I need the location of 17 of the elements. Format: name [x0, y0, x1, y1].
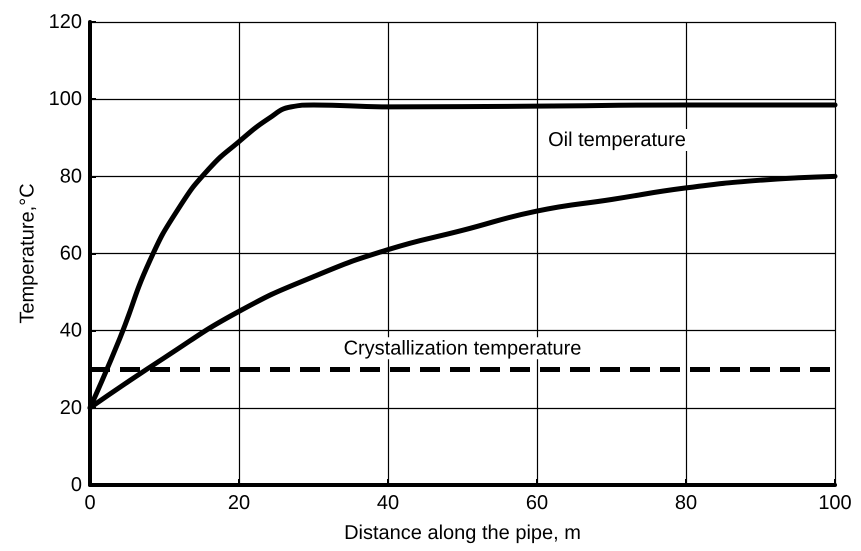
x-tick-label: 20 [228, 492, 250, 514]
y-axis-title: Temperature,°C [16, 183, 39, 324]
ref-line-label: Crystallization temperature [344, 337, 582, 360]
x-tick-label: 0 [84, 492, 96, 514]
y-tick-label: 0 [70, 474, 82, 496]
y-tick-label: 60 [60, 242, 82, 264]
annotation: Oil temperature [548, 129, 686, 151]
x-tick-label: 100 [818, 492, 852, 514]
y-tick-label: 40 [60, 320, 82, 342]
y-tick-label: 120 [48, 11, 82, 33]
x-tick-label: 40 [376, 492, 400, 514]
y-tick-label: 100 [48, 88, 82, 110]
x-tick-label: 80 [674, 492, 698, 514]
x-tick-label: 60 [526, 492, 548, 514]
y-tick-label: 80 [60, 165, 82, 188]
x-axis-title: Distance along the pipe, m [344, 522, 581, 544]
y-tick-label: 20 [60, 396, 82, 419]
